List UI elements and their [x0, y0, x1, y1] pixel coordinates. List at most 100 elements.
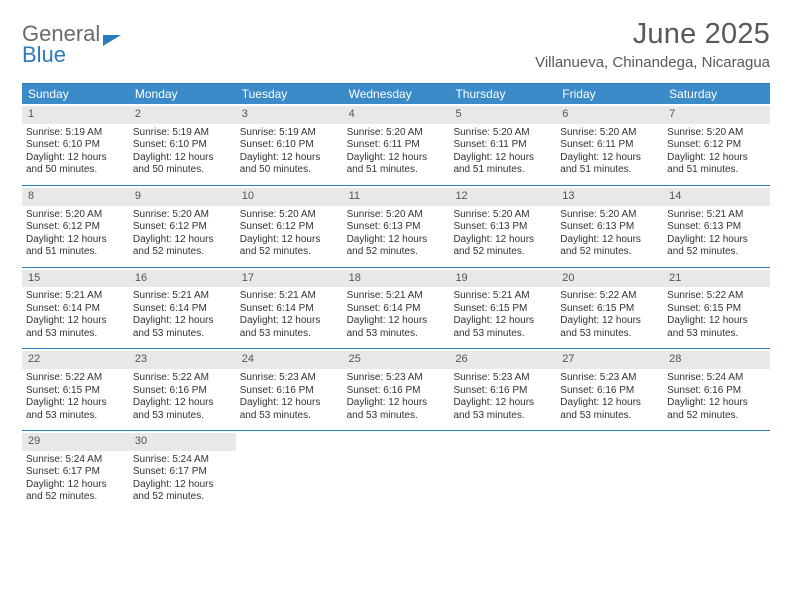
day-number: 30 [129, 433, 236, 451]
week-row: 8Sunrise: 5:20 AMSunset: 6:12 PMDaylight… [22, 186, 770, 268]
day-cell: 12Sunrise: 5:20 AMSunset: 6:13 PMDayligh… [449, 186, 556, 267]
sunrise-line: Sunrise: 5:20 AM [133, 209, 232, 222]
sunset-line: Sunset: 6:12 PM [240, 221, 339, 234]
day-cell: 13 Sunrise: 5:20 AMSunset: 6:13 PMDayligh… [556, 186, 663, 267]
day-number: 21 [663, 270, 770, 288]
sunset-line: Sunset: 6:13 PM [347, 221, 446, 234]
daylight-line: Daylight: 12 hours and 53 minutes. [133, 397, 232, 422]
day-cell: 20Sunrise: 5:22 AMSunset: 6:15 PMDayligh… [556, 268, 663, 349]
daylight-line: Daylight: 12 hours and 53 minutes. [133, 315, 232, 340]
week-row: 15Sunrise: 5:21 AMSunset: 6:14 PMDayligh… [22, 268, 770, 350]
sunrise-line: Sunrise: 5:21 AM [133, 290, 232, 303]
daylight-line: Daylight: 12 hours and 53 minutes. [347, 397, 446, 422]
daylight-line: Daylight: 12 hours and 52 minutes. [133, 479, 232, 504]
sunset-line: Sunset: 6:16 PM [560, 385, 659, 398]
daylight-line: Daylight: 12 hours and 53 minutes. [453, 397, 552, 422]
day-number: 26 [449, 351, 556, 369]
sunset-line: Sunset: 6:15 PM [453, 303, 552, 316]
sunrise-line: Sunrise: 5:20 AM [560, 209, 659, 222]
daylight-line: Daylight: 12 hours and 50 minutes. [240, 152, 339, 177]
sunset-line: Sunset: 6:12 PM [133, 221, 232, 234]
sunset-line: Sunset: 6:14 PM [240, 303, 339, 316]
daylight-line: Daylight: 12 hours and 51 minutes. [347, 152, 446, 177]
day-cell: 3Sunrise: 5:19 AMSunset: 6:10 PMDaylight… [236, 104, 343, 185]
sunset-line: Sunset: 6:14 PM [347, 303, 446, 316]
day-number: 8 [22, 188, 129, 206]
sunrise-line: Sunrise: 5:19 AM [240, 127, 339, 140]
day-cell [556, 431, 663, 512]
day-cell: 21Sunrise: 5:22 AMSunset: 6:15 PMDayligh… [663, 268, 770, 349]
daylight-line: Daylight: 12 hours and 52 minutes. [560, 234, 659, 259]
day-cell [236, 431, 343, 512]
day-number: 4 [343, 106, 450, 124]
sunset-line: Sunset: 6:12 PM [667, 139, 766, 152]
sunrise-line: Sunrise: 5:21 AM [667, 209, 766, 222]
daylight-line: Daylight: 12 hours and 53 minutes. [560, 315, 659, 340]
sunrise-line: Sunrise: 5:19 AM [133, 127, 232, 140]
dow-header-row: SundayMondayTuesdayWednesdayThursdayFrid… [22, 84, 770, 104]
sunset-line: Sunset: 6:17 PM [26, 466, 125, 479]
day-cell: 27Sunrise: 5:23 AMSunset: 6:16 PMDayligh… [556, 349, 663, 430]
day-number: 16 [129, 270, 236, 288]
daylight-line: Daylight: 12 hours and 53 minutes. [26, 315, 125, 340]
header: General Blue June 2025 Villanueva, China… [22, 18, 770, 71]
day-number: 22 [22, 351, 129, 369]
sunrise-line: Sunrise: 5:19 AM [26, 127, 125, 140]
day-cell [449, 431, 556, 512]
sunrise-line: Sunrise: 5:21 AM [26, 290, 125, 303]
dow-header: Tuesday [236, 84, 343, 104]
day-number: 9 [129, 188, 236, 206]
sunrise-line: Sunrise: 5:22 AM [667, 290, 766, 303]
day-number: 11 [343, 188, 450, 206]
brand-triangle-icon [103, 35, 121, 46]
day-cell: 23Sunrise: 5:22 AMSunset: 6:16 PMDayligh… [129, 349, 236, 430]
brand-logo: General Blue [22, 24, 121, 66]
sunrise-line: Sunrise: 5:24 AM [667, 372, 766, 385]
sunset-line: Sunset: 6:10 PM [26, 139, 125, 152]
sunset-line: Sunset: 6:16 PM [667, 385, 766, 398]
page-title: June 2025 [535, 18, 770, 51]
day-cell: 14Sunrise: 5:21 AMSunset: 6:13 PMDayligh… [663, 186, 770, 267]
page-subtitle: Villanueva, Chinandega, Nicaragua [535, 54, 770, 71]
week-row: 22Sunrise: 5:22 AMSunset: 6:15 PMDayligh… [22, 349, 770, 431]
day-number: 18 [343, 270, 450, 288]
day-cell: 10Sunrise: 5:20 AMSunset: 6:12 PMDayligh… [236, 186, 343, 267]
sunrise-line: Sunrise: 5:21 AM [453, 290, 552, 303]
day-number: 23 [129, 351, 236, 369]
day-number: 28 [663, 351, 770, 369]
day-number: 24 [236, 351, 343, 369]
dow-header: Saturday [663, 84, 770, 104]
sunset-line: Sunset: 6:10 PM [133, 139, 232, 152]
sunrise-line: Sunrise: 5:20 AM [453, 209, 552, 222]
sunrise-line: Sunrise: 5:24 AM [26, 454, 125, 467]
day-number: 1 [22, 106, 129, 124]
sunset-line: Sunset: 6:16 PM [133, 385, 232, 398]
daylight-line: Daylight: 12 hours and 51 minutes. [560, 152, 659, 177]
sunrise-line: Sunrise: 5:20 AM [453, 127, 552, 140]
day-cell [663, 431, 770, 512]
sunrise-line: Sunrise: 5:23 AM [560, 372, 659, 385]
day-number: 15 [22, 270, 129, 288]
week-row: 1Sunrise: 5:19 AMSunset: 6:10 PMDaylight… [22, 104, 770, 186]
sunset-line: Sunset: 6:16 PM [453, 385, 552, 398]
title-block: June 2025 Villanueva, Chinandega, Nicara… [535, 18, 770, 71]
brand-text: General Blue [22, 24, 100, 66]
sunrise-line: Sunrise: 5:20 AM [347, 209, 446, 222]
day-number: 7 [663, 106, 770, 124]
dow-header: Wednesday [343, 84, 450, 104]
sunset-line: Sunset: 6:13 PM [453, 221, 552, 234]
sunset-line: Sunset: 6:14 PM [133, 303, 232, 316]
sunset-line: Sunset: 6:13 PM [560, 221, 659, 234]
day-number: 10 [236, 188, 343, 206]
day-cell: 9 Sunrise: 5:20 AMSunset: 6:12 PMDaylight… [129, 186, 236, 267]
sunrise-line: Sunrise: 5:20 AM [560, 127, 659, 140]
sunrise-line: Sunrise: 5:24 AM [133, 454, 232, 467]
daylight-line: Daylight: 12 hours and 53 minutes. [667, 315, 766, 340]
day-number: 13 [556, 188, 663, 206]
daylight-line: Daylight: 12 hours and 52 minutes. [133, 234, 232, 259]
sunrise-line: Sunrise: 5:23 AM [240, 372, 339, 385]
dow-header: Sunday [22, 84, 129, 104]
daylight-line: Daylight: 12 hours and 53 minutes. [26, 397, 125, 422]
day-number: 6 [556, 106, 663, 124]
day-cell: 1Sunrise: 5:19 AMSunset: 6:10 PMDaylight… [22, 104, 129, 185]
